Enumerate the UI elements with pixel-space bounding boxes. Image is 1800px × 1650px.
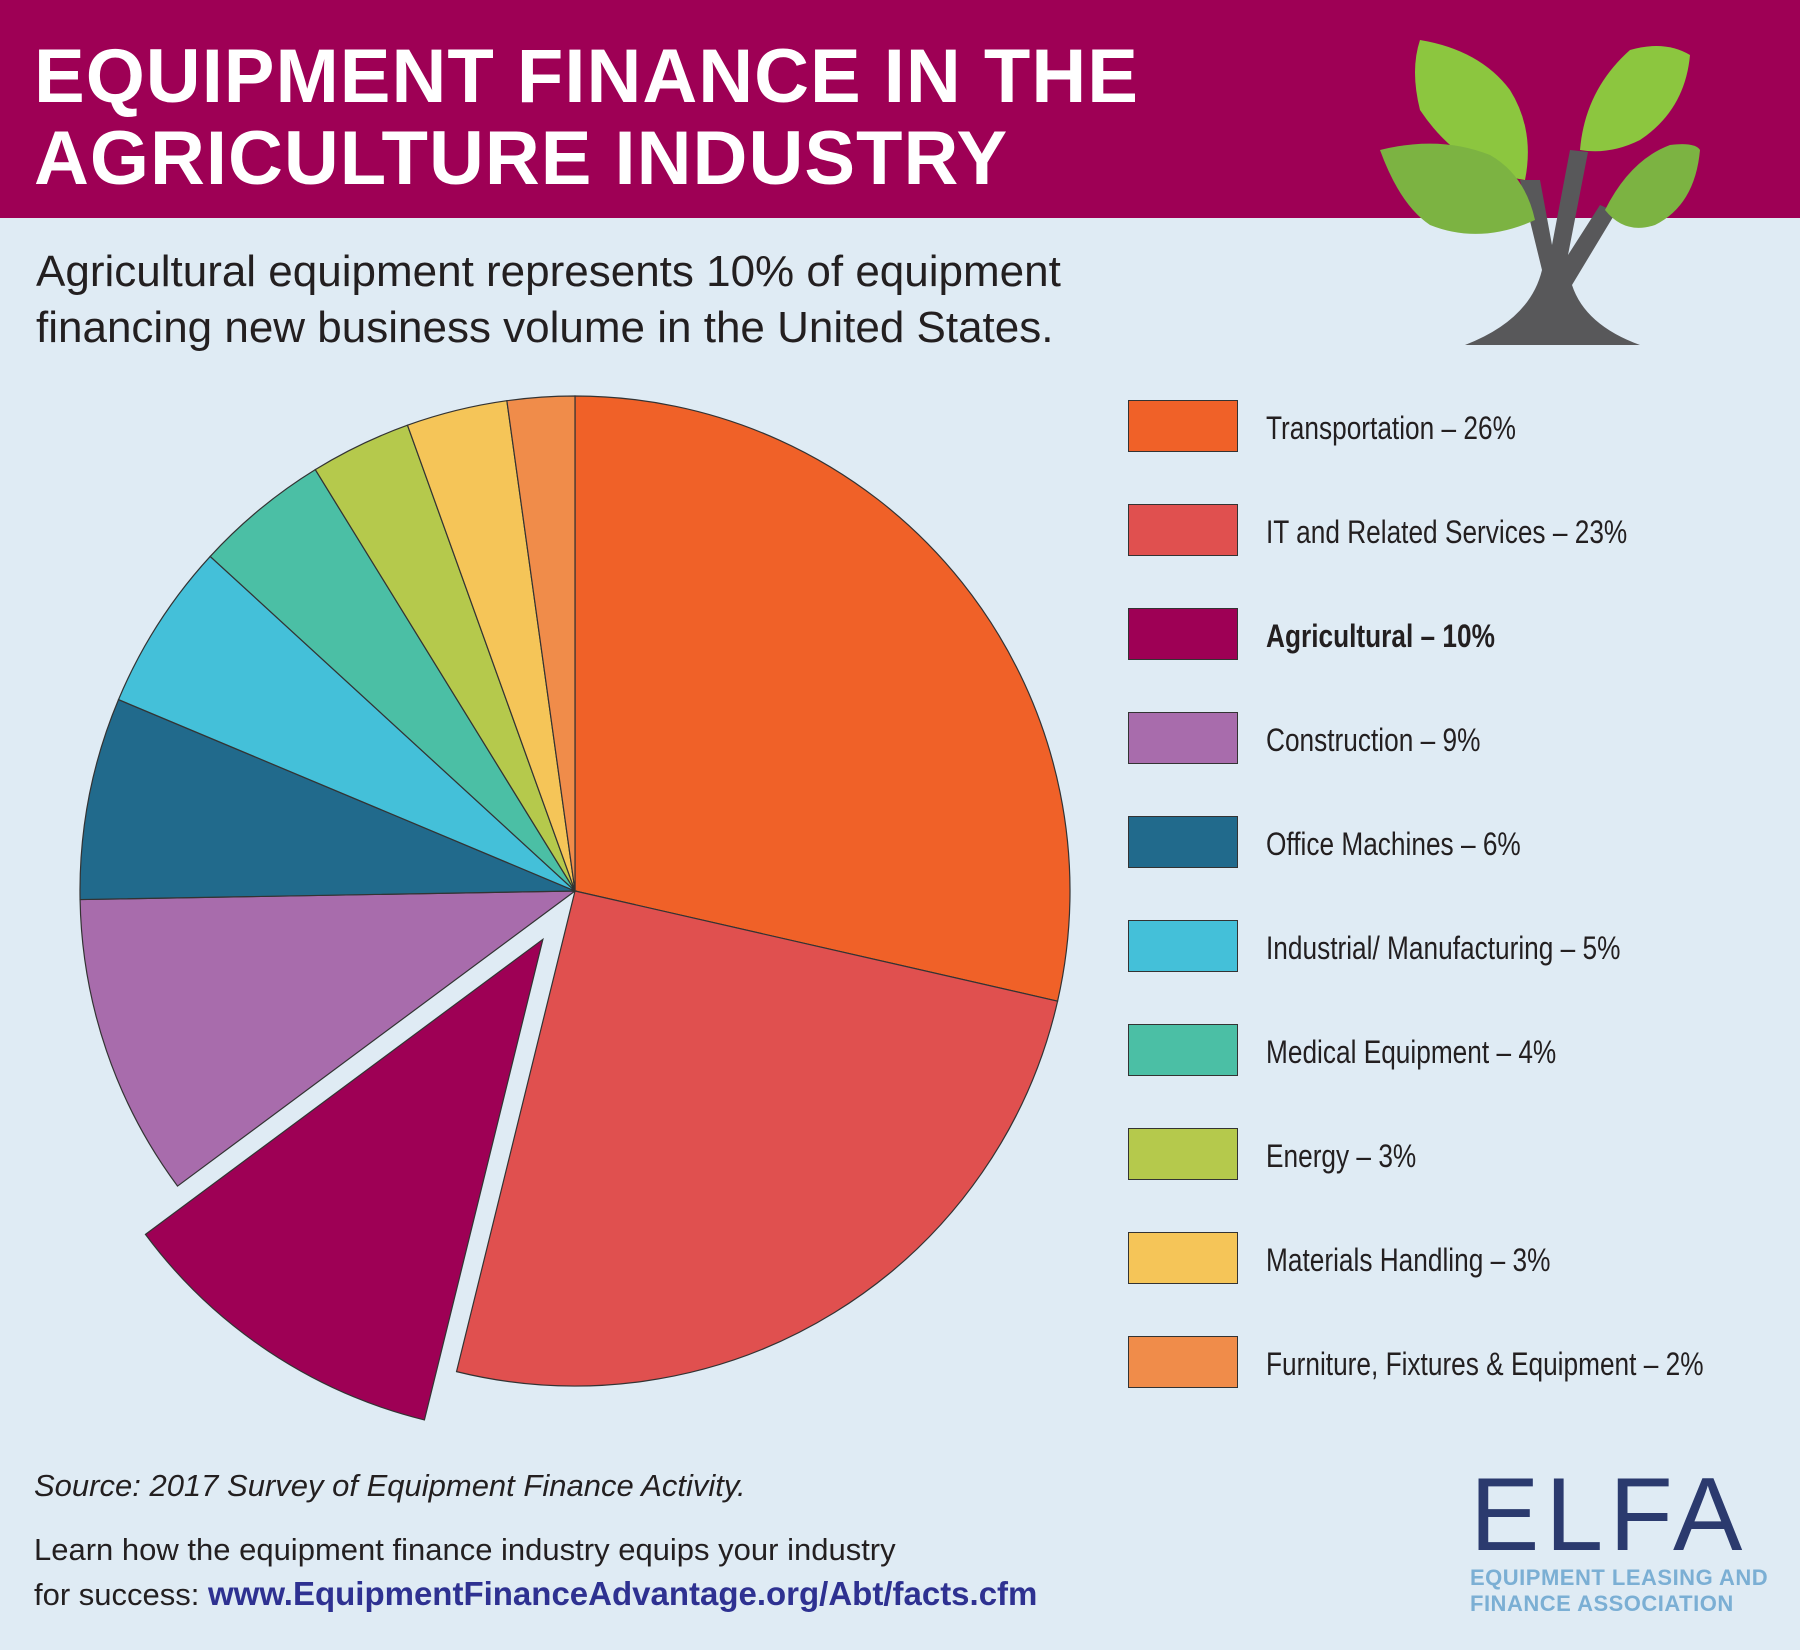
learn-line-2-prefix: for success: [34, 1577, 208, 1612]
pie-slice-agricultural [144, 937, 544, 1421]
legend-label: Industrial/ Manufacturing – 5% [1266, 930, 1621, 966]
elfa-tagline-1: EQUIPMENT LEASING AND [1470, 1565, 1769, 1590]
pie-slice-it-and-related-services [455, 890, 1059, 1387]
legend-item: Materials Handling – 3% [1128, 1232, 1778, 1288]
pie-chart [79, 395, 1071, 1421]
subtitle-line-2: financing new business volume in the Uni… [36, 303, 1054, 352]
legend-label: Medical Equipment – 4% [1266, 1034, 1557, 1070]
legend-label: Transportation – 26% [1266, 410, 1516, 446]
page-title: EQUIPMENT FINANCE IN THE AGRICULTURE IND… [34, 36, 1334, 200]
legend-swatch [1128, 608, 1238, 660]
website-link[interactable]: www.EquipmentFinanceAdvantage.org/Abt/fa… [208, 1575, 1038, 1612]
title-line-2: AGRICULTURE INDUSTRY [34, 116, 1009, 201]
legend-item: Office Machines – 6% [1128, 816, 1778, 872]
legend-item: Furniture, Fixtures & Equipment – 2% [1128, 1336, 1778, 1392]
legend-swatch [1128, 816, 1238, 868]
legend-item: Industrial/ Manufacturing – 5% [1128, 920, 1778, 976]
pie-slice-transportation [574, 395, 1071, 1002]
legend-swatch [1128, 1128, 1238, 1180]
legend-label: Energy – 3% [1266, 1138, 1417, 1174]
tree-icon [1380, 40, 1700, 345]
learn-more-text: Learn how the equipment finance industry… [34, 1528, 1234, 1617]
pie-slice-construction [79, 890, 577, 1187]
pie-slice-furniture-fixtures-equipment [506, 395, 576, 892]
legend-item: Agricultural – 10% [1128, 608, 1778, 664]
elfa-wordmark: ELFA [1470, 1457, 1749, 1573]
subtitle: Agricultural equipment represents 10% of… [36, 244, 1236, 356]
legend-label: Furniture, Fixtures & Equipment – 2% [1266, 1346, 1704, 1382]
learn-line-1: Learn how the equipment finance industry… [34, 1532, 896, 1567]
pie-slice-office-machines [79, 698, 576, 901]
legend-item: Transportation – 26% [1128, 400, 1778, 456]
legend-swatch [1128, 1024, 1238, 1076]
legend-swatch [1128, 504, 1238, 556]
legend-swatch [1128, 400, 1238, 452]
legend-label: Office Machines – 6% [1266, 826, 1521, 862]
pie-slice-industrial-manufacturing [117, 555, 576, 892]
legend-swatch [1128, 1336, 1238, 1388]
legend-label: Agricultural – 10% [1266, 618, 1495, 654]
legend-item: Construction – 9% [1128, 712, 1778, 768]
legend-item: IT and Related Services – 23% [1128, 504, 1778, 560]
legend-swatch [1128, 712, 1238, 764]
legend-item: Energy – 3% [1128, 1128, 1778, 1184]
legend-swatch [1128, 920, 1238, 972]
legend-label: Materials Handling – 3% [1266, 1242, 1551, 1278]
legend-label: IT and Related Services – 23% [1266, 514, 1628, 550]
legend-swatch [1128, 1232, 1238, 1284]
elfa-tagline-2: FINANCE ASSOCIATION [1470, 1591, 1734, 1616]
legend-label: Construction – 9% [1266, 722, 1481, 758]
subtitle-line-1: Agricultural equipment represents 10% of… [36, 247, 1061, 296]
elfa-logo: ELFA EQUIPMENT LEASING AND FINANCE ASSOC… [1470, 1457, 1780, 1617]
title-line-1: EQUIPMENT FINANCE IN THE [34, 34, 1139, 119]
source-note: Source: 2017 Survey of Equipment Finance… [34, 1468, 746, 1503]
legend-item: Medical Equipment – 4% [1128, 1024, 1778, 1080]
